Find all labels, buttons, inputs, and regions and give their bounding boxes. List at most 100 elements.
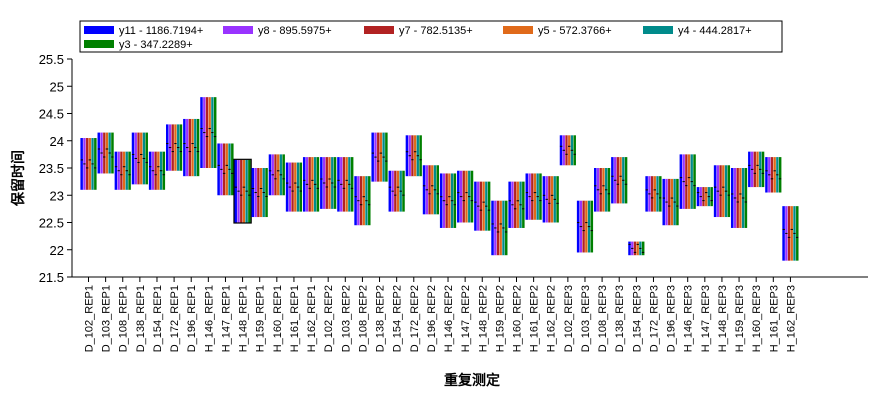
x-tick-label: D_154_REP1 [152, 285, 164, 352]
range-stripe [205, 97, 209, 168]
range-stripe [787, 206, 791, 261]
range-stripe [773, 157, 776, 193]
range-stripe [234, 159, 238, 223]
range-stripe [702, 187, 705, 207]
range-stripe [790, 206, 794, 261]
range-stripe [328, 157, 331, 209]
x-tick-label: H_159_REP2 [494, 285, 506, 352]
range-stripe [251, 168, 255, 218]
range-stripe [208, 97, 212, 168]
range-stripe [761, 151, 765, 188]
range-stripe [105, 132, 109, 174]
x-tick-label: D_138_REP3 [614, 285, 626, 352]
range-stripe [196, 118, 200, 177]
range-stripe [765, 157, 768, 193]
range-stripe [230, 143, 234, 196]
range-stripe [559, 135, 563, 166]
range-stripe [97, 132, 101, 174]
range-stripe [727, 165, 731, 218]
range-stripe [131, 132, 135, 185]
range-stripe [542, 176, 546, 223]
range-stripe [93, 138, 97, 190]
range-stripe [516, 181, 520, 228]
range-stripe [308, 157, 312, 212]
range-stripe [188, 118, 192, 177]
x-axis: D_102_REP1 D_103_REP1 D_108_REP1 D_138_REP1… [72, 276, 868, 352]
x-tick-label: H_161_REP2 [529, 285, 541, 352]
legend-label: y7 - 782.5135+ [399, 25, 473, 37]
x-tick-label: H_147_REP1 [220, 285, 232, 352]
x-tick-label: D_103_REP1 [101, 285, 113, 352]
range-group [542, 176, 559, 223]
legend-swatch [84, 26, 114, 34]
range-stripe [376, 132, 380, 182]
x-tick-label: H_148_REP1 [238, 285, 250, 352]
range-stripe [148, 151, 152, 190]
x-tick-label: H_148_REP3 [717, 285, 729, 352]
range-stripe [584, 200, 588, 253]
range-stripe [316, 157, 320, 212]
range-group [576, 200, 594, 253]
range-stripe [430, 165, 434, 215]
x-tick-label: D_196_REP3 [666, 285, 678, 352]
range-stripe [166, 124, 169, 171]
range-group [131, 132, 148, 185]
x-tick-label: D_108_REP1 [118, 285, 130, 352]
range-stripe [156, 151, 160, 190]
range-stripe [679, 154, 683, 209]
range-stripe [413, 135, 417, 177]
range-group [183, 118, 200, 177]
range-stripe [367, 176, 371, 226]
legend-swatch [364, 26, 394, 34]
range-stripe [320, 157, 323, 209]
legend-label: y4 - 444.2817+ [678, 25, 752, 37]
selected-range-outline [233, 158, 252, 224]
x-tick-label: H_161_REP3 [768, 285, 780, 352]
range-stripe [685, 154, 688, 209]
range-group [251, 168, 268, 218]
range-group [233, 158, 252, 224]
range-stripe [465, 170, 468, 223]
range-group [508, 181, 525, 228]
plot-area [80, 97, 799, 261]
range-stripe [539, 173, 542, 220]
range-stripe [687, 154, 691, 209]
range-stripe [548, 176, 551, 223]
x-tick-label: D_172_REP2 [409, 285, 421, 352]
range-stripe [302, 157, 306, 212]
range-stripe [311, 157, 314, 212]
y-tick-label: 23.5 [39, 161, 64, 176]
range-group [268, 154, 285, 196]
x-tick-label: D_172_REP3 [648, 285, 660, 352]
range-group [611, 157, 628, 204]
range-group [148, 151, 166, 190]
x-tick-label: D_172_REP1 [169, 285, 181, 352]
range-stripe [276, 154, 280, 196]
range-stripe [120, 151, 123, 190]
x-tick-label: H_146_REP1 [203, 285, 215, 352]
range-stripe [213, 97, 217, 168]
range-stripe [439, 173, 443, 228]
range-group [696, 187, 713, 207]
legend-label: y5 - 572.3766+ [538, 25, 612, 37]
range-stripe [616, 157, 620, 204]
range-stripe [662, 178, 666, 226]
range-stripe [491, 200, 494, 256]
range-group [388, 170, 405, 212]
legend-label: y11 - 1186.7194+ [119, 25, 203, 37]
range-stripe [114, 151, 118, 190]
range-stripe [533, 173, 537, 220]
range-stripe [257, 168, 260, 218]
range-stripe [362, 176, 366, 226]
range-stripe [359, 176, 363, 226]
range-stripe [333, 157, 337, 209]
range-stripe [582, 200, 585, 253]
range-stripe [576, 200, 580, 253]
range-stripe [479, 181, 483, 231]
range-stripe [744, 168, 748, 228]
range-stripe [670, 178, 674, 226]
range-stripe [624, 157, 628, 204]
range-stripe [607, 168, 611, 212]
x-tick-label: H_162_REP1 [306, 285, 318, 352]
